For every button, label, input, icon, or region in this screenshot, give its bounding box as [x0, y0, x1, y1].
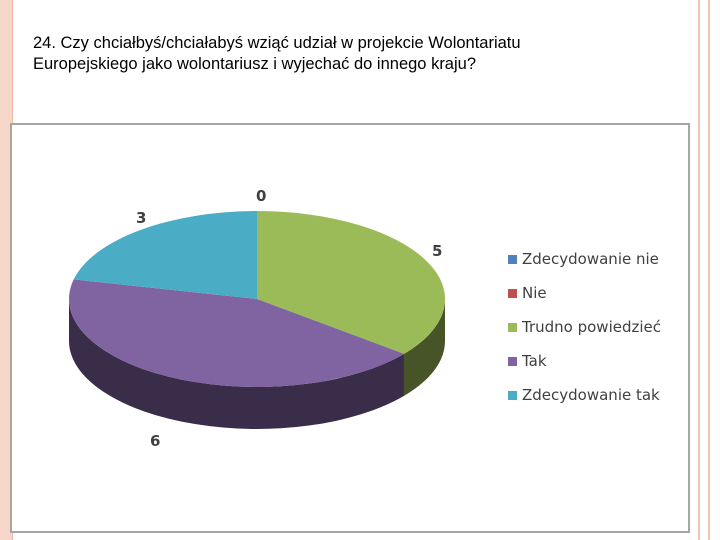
- legend-swatch: [508, 391, 517, 400]
- pie-side-trudno-powiedziec: [403, 299, 445, 396]
- question-line-1: 24. Czy chciałbyś/chciałabyś wziąć udzia…: [33, 34, 521, 52]
- legend-label: Zdecydowanie nie: [522, 250, 659, 268]
- legend-swatch: [508, 357, 517, 366]
- legend-label: Tak: [522, 352, 547, 370]
- question-text: 24. Czy chciałbyś/chciałabyś wziąć udzia…: [33, 33, 653, 75]
- chart-frame: 0 5 6 3: [10, 123, 690, 533]
- pie-slice-zdecydowanie-tak: [73, 211, 257, 299]
- legend-swatch: [508, 255, 517, 264]
- pie-slice-tak: [68, 279, 404, 388]
- legend-swatch: [508, 323, 517, 332]
- data-label-tak: 6: [150, 432, 160, 450]
- legend-label: Zdecydowanie tak: [522, 386, 660, 404]
- data-label-zdecydowanie-tak: 3: [136, 209, 146, 227]
- question-line-2: Europejskiego jako wolontariusz i wyjech…: [33, 55, 477, 73]
- legend-swatch: [508, 289, 517, 298]
- pie-chart: 0 5 6 3: [68, 187, 445, 450]
- slide-right-border: [694, 0, 720, 540]
- legend-label: Trudno powiedzieć: [522, 318, 662, 336]
- data-label-zdecydowanie-nie: 0: [256, 187, 266, 205]
- pie-side-tak: [68, 299, 404, 429]
- pie-slice-trudno-powiedziec: [257, 211, 445, 354]
- data-label-trudno-powiedziec: 5: [432, 242, 442, 260]
- legend-label: Nie: [522, 284, 547, 302]
